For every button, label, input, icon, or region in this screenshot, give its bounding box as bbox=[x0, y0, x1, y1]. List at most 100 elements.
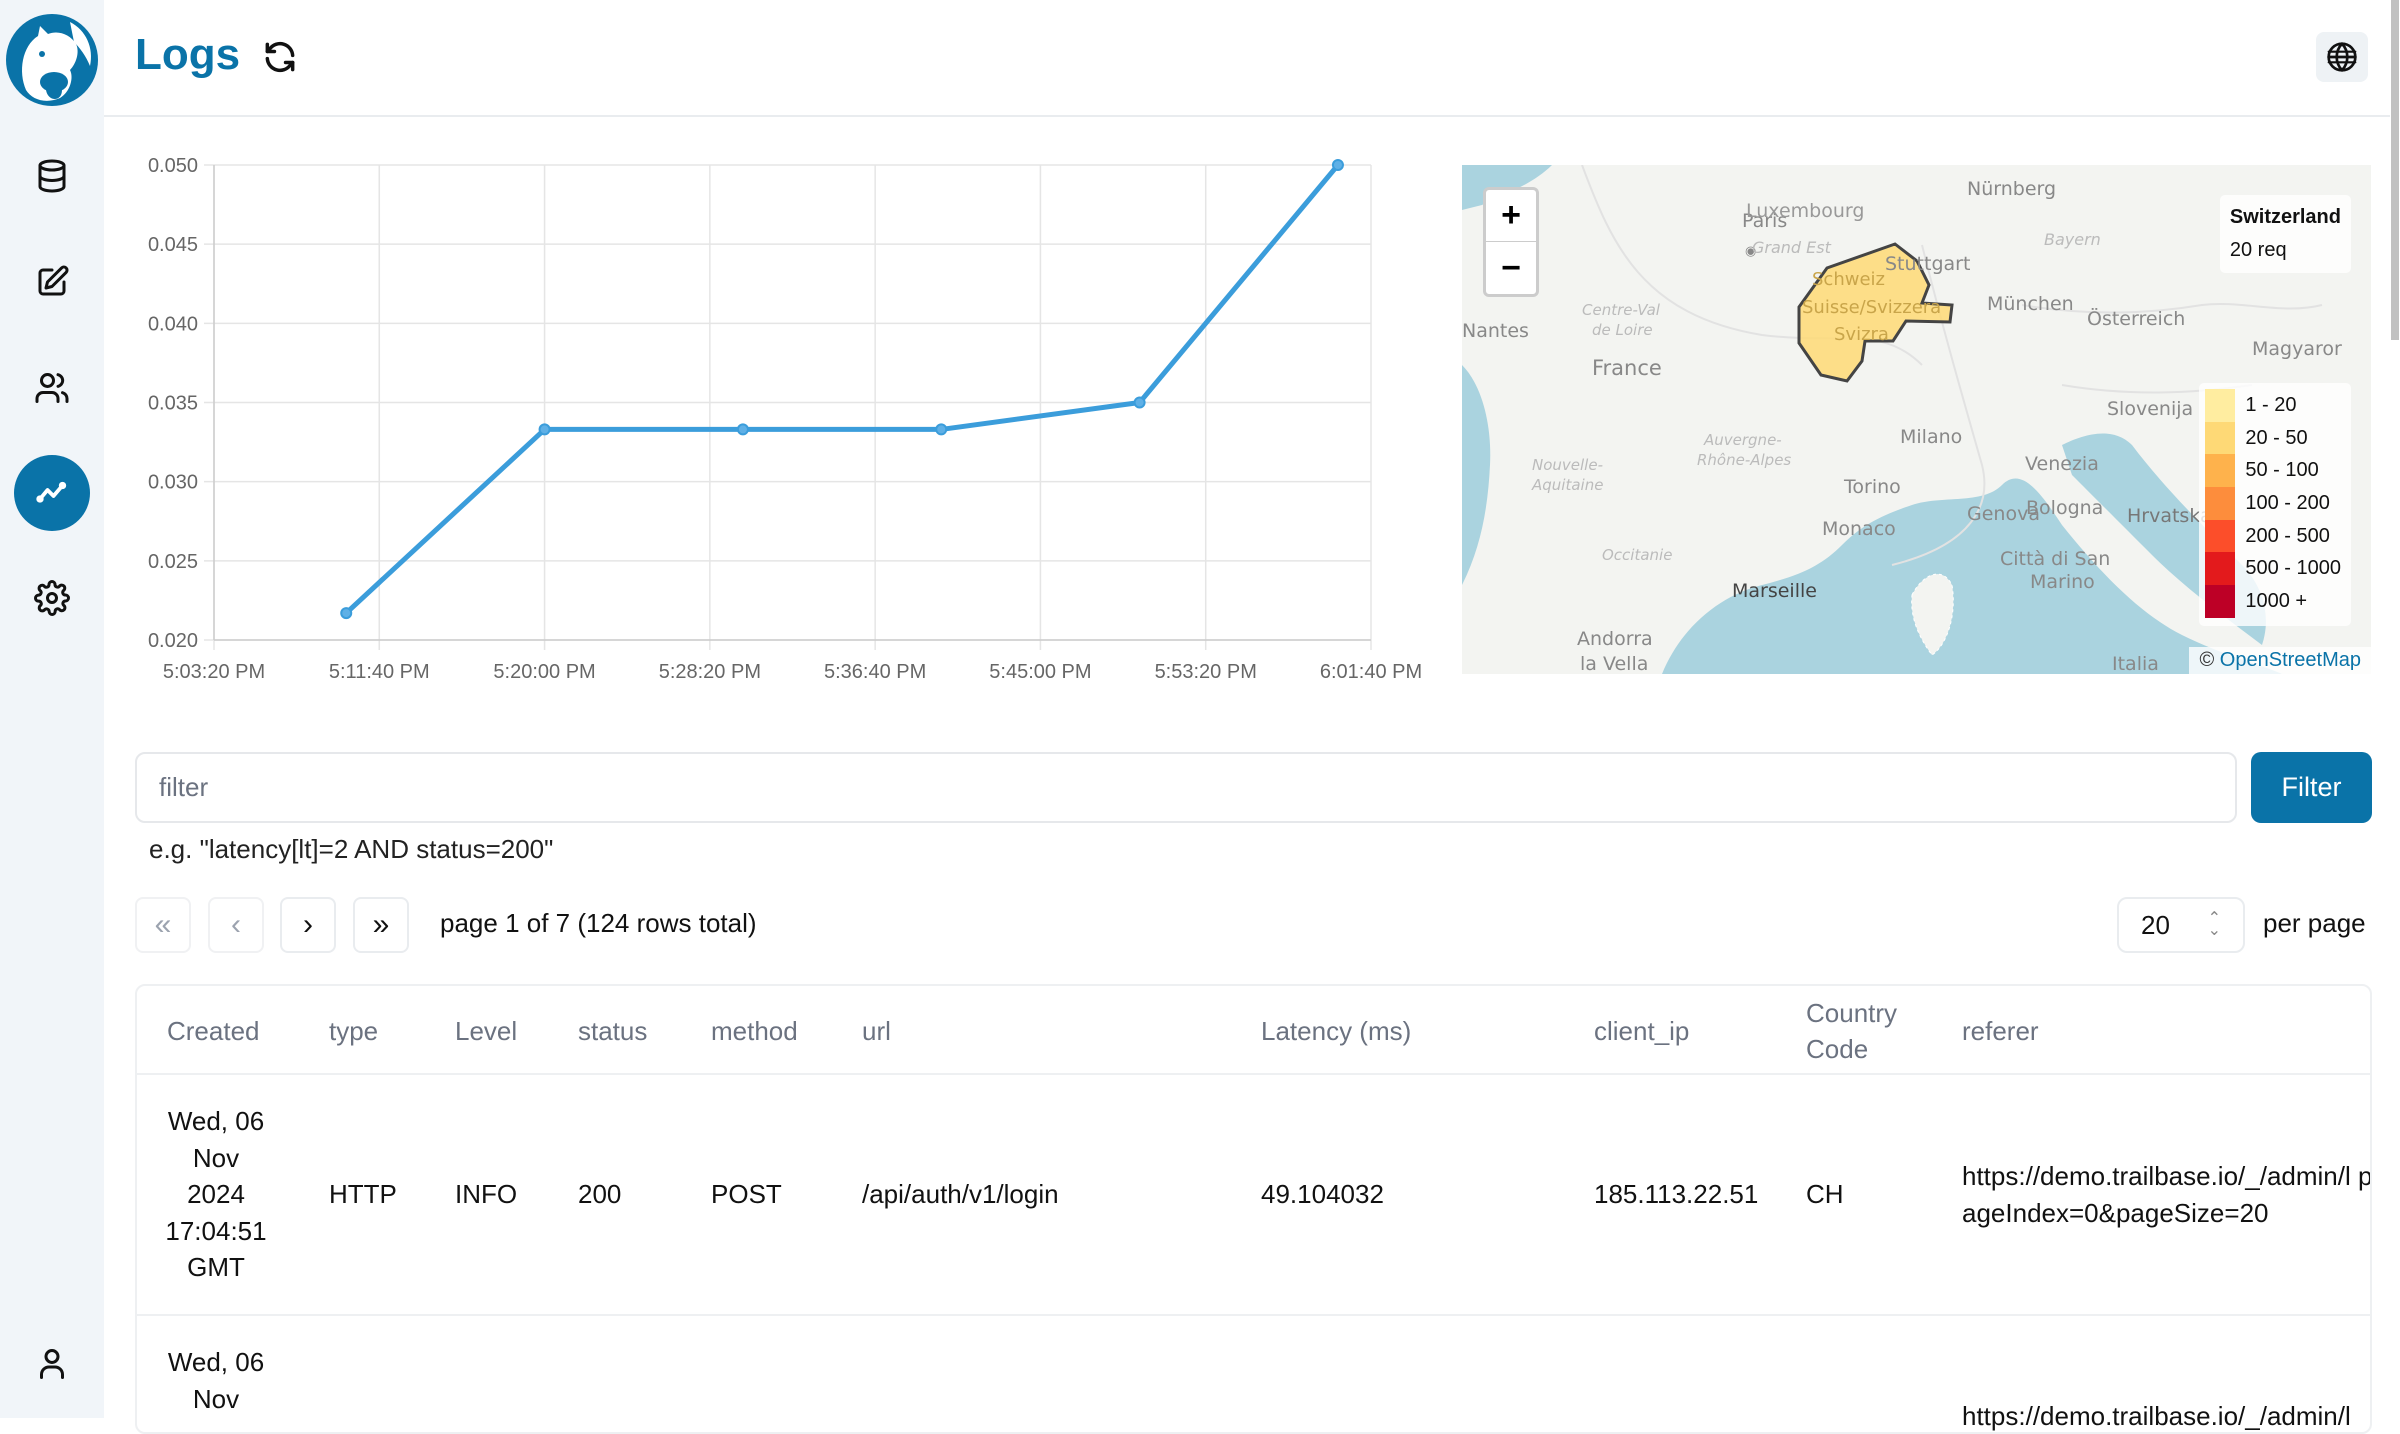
svg-text:Aquitaine: Aquitaine bbox=[1531, 476, 1603, 494]
page-size-select[interactable]: 20 ⌃ ⌄ bbox=[2117, 897, 2245, 953]
cell-level: INFO bbox=[455, 1179, 518, 1210]
x-tick-label: 5:36:40 PM bbox=[824, 661, 926, 683]
data-point[interactable] bbox=[736, 423, 749, 436]
sidebar-item-logs[interactable] bbox=[14, 455, 90, 531]
legend-row: 500 - 1000 bbox=[2205, 552, 2341, 586]
openstreetmap-link[interactable]: OpenStreetMap bbox=[2219, 649, 2361, 671]
table-row[interactable]: Wed, 06 Nov https://demo.trailbase.io/_/… bbox=[137, 1316, 2370, 1432]
svg-text:Occitanie: Occitanie bbox=[1602, 546, 1672, 564]
prev-page-button[interactable]: ‹ bbox=[208, 897, 264, 953]
y-tick-label: 0.020 bbox=[148, 630, 198, 652]
sidebar-item-database[interactable] bbox=[14, 138, 90, 214]
data-point[interactable] bbox=[1331, 159, 1344, 171]
page-scrollbar[interactable] bbox=[2390, 0, 2400, 1418]
svg-text:Genova: Genova bbox=[1967, 503, 2040, 525]
page-title: Logs bbox=[135, 30, 241, 79]
squirrel-logo[interactable] bbox=[4, 12, 100, 108]
column-header-method[interactable]: method bbox=[711, 1015, 798, 1046]
cell-created: Wed, 06 Nov bbox=[167, 1347, 265, 1414]
info-count: 20 req bbox=[2229, 239, 2287, 261]
filter-input[interactable] bbox=[135, 752, 2237, 823]
svg-text:Centre-Val: Centre-Val bbox=[1582, 301, 1661, 319]
legend-swatch bbox=[2205, 421, 2236, 455]
y-tick-label: 0.035 bbox=[148, 393, 198, 415]
page-header: Logs bbox=[104, 0, 2400, 117]
cell-client-ip: 185.113.22.51 bbox=[1594, 1179, 1759, 1210]
legend-label: 100 - 200 bbox=[2245, 491, 2330, 514]
legend-row: 200 - 500 bbox=[2205, 519, 2341, 553]
column-header-created[interactable]: Created bbox=[167, 1015, 260, 1046]
column-header-type[interactable]: type bbox=[329, 1015, 379, 1046]
next-page-button[interactable]: › bbox=[280, 897, 336, 953]
legend-swatch bbox=[2205, 519, 2236, 553]
scrollbar-thumb[interactable] bbox=[2391, 0, 2399, 340]
sidebar-item-editor[interactable] bbox=[14, 244, 90, 320]
column-header-level[interactable]: Level bbox=[455, 1015, 518, 1046]
svg-text:Österreich: Österreich bbox=[2087, 307, 2185, 330]
svg-text:Andorra: Andorra bbox=[1577, 628, 1653, 650]
sidebar-item-account[interactable] bbox=[14, 1326, 90, 1402]
request-map[interactable]: Paris ◉ Luxembourg Grand Est Nürnberg Ba… bbox=[1462, 165, 2371, 674]
column-header-client-ip[interactable]: client_ip bbox=[1594, 1015, 1690, 1046]
last-page-button[interactable]: » bbox=[353, 897, 409, 953]
sidebar-item-users[interactable] bbox=[14, 350, 90, 426]
per-page-label: per page bbox=[2263, 908, 2366, 938]
cell-referer: https://demo.trailbase.io/_/admin/l bbox=[1962, 1401, 2351, 1431]
column-header-latency[interactable]: Latency (ms) bbox=[1261, 1015, 1412, 1046]
map-legend: 1 - 20 20 - 50 50 - 100 100 - 200 200 - … bbox=[2199, 383, 2351, 626]
legend-swatch bbox=[2205, 552, 2236, 586]
legend-row: 50 - 100 bbox=[2205, 454, 2341, 488]
column-header-country-code[interactable]: Country Code bbox=[1806, 997, 1898, 1064]
user-icon bbox=[40, 1349, 64, 1379]
legend-label: 50 - 100 bbox=[2245, 459, 2319, 482]
cell-created: Wed, 06 Nov 2024 17:04:51 GMT bbox=[165, 1106, 267, 1283]
map-info-box: Switzerland 20 req bbox=[2219, 195, 2351, 273]
x-tick-label: 5:45:00 PM bbox=[989, 661, 1091, 683]
svg-text:Auvergne-: Auvergne- bbox=[1703, 431, 1782, 449]
cell-latency: 49.104032 bbox=[1261, 1179, 1384, 1210]
y-tick-label: 0.040 bbox=[148, 313, 198, 335]
legend-row: 20 - 50 bbox=[2205, 421, 2341, 455]
zoom-in-button[interactable]: + bbox=[1486, 190, 1536, 242]
language-button[interactable] bbox=[2316, 32, 2368, 82]
copyright-symbol: © bbox=[2199, 649, 2215, 671]
sidebar-item-settings[interactable] bbox=[14, 560, 90, 636]
data-line bbox=[344, 163, 1340, 615]
svg-text:Suisse/Svizzera: Suisse/Svizzera bbox=[1802, 297, 1941, 318]
page-status: page 1 of 7 (124 rows total) bbox=[440, 908, 757, 938]
legend-row: 1 - 20 bbox=[2205, 388, 2341, 422]
svg-text:Magyaror: Magyaror bbox=[2252, 338, 2342, 360]
sidebar bbox=[0, 0, 104, 1418]
svg-text:Nouvelle-: Nouvelle- bbox=[1532, 456, 1603, 474]
edit-icon bbox=[38, 265, 69, 296]
globe-icon bbox=[2327, 42, 2357, 72]
column-header-url[interactable]: url bbox=[862, 1015, 891, 1046]
refresh-button[interactable] bbox=[261, 38, 299, 76]
column-header-referer[interactable]: referer bbox=[1962, 1015, 2039, 1046]
column-header-status[interactable]: status bbox=[578, 1015, 648, 1046]
table-row[interactable]: Wed, 06 Nov 2024 17:04:51 GMT HTTP INFO … bbox=[137, 1075, 2370, 1316]
svg-text:Rhône-Alpes: Rhône-Alpes bbox=[1697, 451, 1791, 469]
x-tick-label: 5:28:20 PM bbox=[659, 661, 761, 683]
zoom-out-button[interactable]: − bbox=[1501, 248, 1521, 287]
logs-table: Created type Level status method url Lat… bbox=[135, 984, 2372, 1434]
legend-label: 500 - 1000 bbox=[2245, 557, 2341, 580]
svg-text:Stuttgart: Stuttgart bbox=[1885, 253, 1970, 275]
chart-line-icon bbox=[36, 481, 67, 503]
data-point[interactable] bbox=[1133, 396, 1146, 409]
legend-label: 1 - 20 bbox=[2245, 393, 2297, 416]
data-point[interactable] bbox=[340, 607, 353, 620]
cell-url: /api/auth/v1/login bbox=[862, 1179, 1059, 1210]
x-tick-label: 5:03:20 PM bbox=[163, 661, 265, 683]
svg-text:Paris: Paris bbox=[1742, 210, 1787, 232]
legend-row: 1000 + bbox=[2205, 584, 2341, 618]
svg-text:Città di San: Città di San bbox=[2000, 548, 2110, 570]
legend-swatch bbox=[2205, 454, 2236, 488]
legend-swatch bbox=[2205, 584, 2236, 618]
svg-text:Grand Est: Grand Est bbox=[1752, 238, 1832, 257]
first-page-button[interactable]: « bbox=[135, 897, 191, 953]
svg-text:München: München bbox=[1987, 293, 2074, 315]
data-point[interactable] bbox=[935, 423, 948, 436]
data-point[interactable] bbox=[538, 423, 551, 436]
filter-button[interactable]: Filter bbox=[2251, 752, 2372, 823]
